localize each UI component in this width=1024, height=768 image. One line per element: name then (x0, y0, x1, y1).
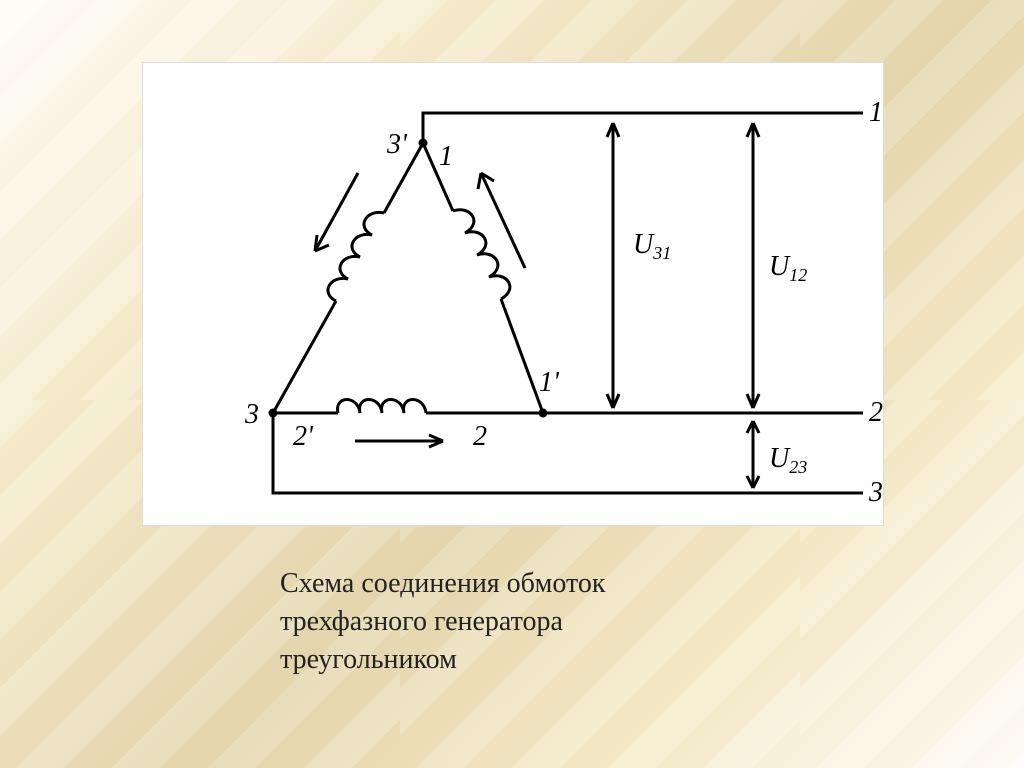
wire-apex-to-line1 (423, 113, 863, 143)
node-right (539, 409, 548, 418)
label-u23: U23 (769, 443, 807, 477)
label-apex-3p: 3' (386, 129, 408, 160)
voltage-u23 (747, 421, 759, 488)
winding-left-side (273, 143, 423, 413)
voltage-u31 (607, 123, 619, 408)
label-right-1p: 1' (539, 367, 560, 398)
label-apex-1: 1 (439, 141, 453, 172)
figure-caption: Схема соединения обмоток трехфазного ген… (280, 565, 800, 678)
circuit-svg: 3' 1 1' 2 3 2' 1 2 3 U31 U12 U23 (143, 63, 883, 525)
circuit-figure: 3' 1 1' 2 3 2' 1 2 3 U31 U12 U23 (142, 62, 884, 526)
label-u31: U31 (633, 229, 671, 263)
label-line2: 2 (869, 397, 883, 428)
label-left-3: 3 (244, 399, 259, 430)
caption-line1: Схема соединения обмоток (280, 568, 605, 599)
winding-right-side (423, 143, 543, 413)
node-apex (419, 139, 428, 148)
caption-line3: треугольником (280, 644, 457, 675)
label-line1: 1 (869, 97, 883, 128)
label-right-2: 2 (473, 421, 487, 452)
label-line3: 3 (868, 477, 883, 508)
label-left-2p: 2' (293, 421, 314, 452)
voltage-u12 (747, 123, 759, 408)
node-left (269, 409, 278, 418)
caption-line2: трехфазного генератора (280, 606, 563, 637)
winding-base (273, 400, 543, 448)
label-u12: U12 (769, 251, 807, 285)
